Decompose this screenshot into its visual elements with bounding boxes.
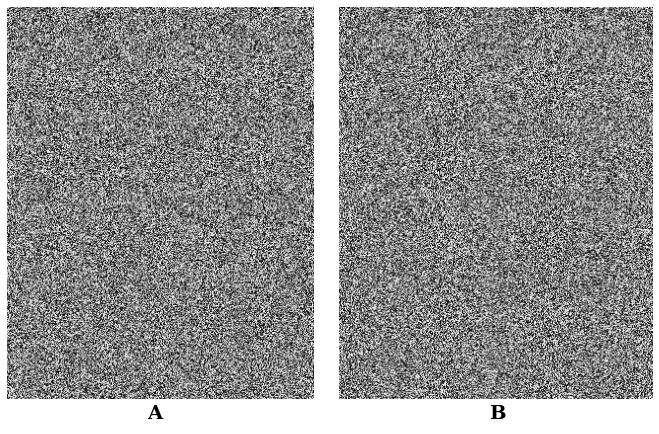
Text: A: A: [148, 405, 162, 423]
Text: B: B: [489, 405, 506, 423]
